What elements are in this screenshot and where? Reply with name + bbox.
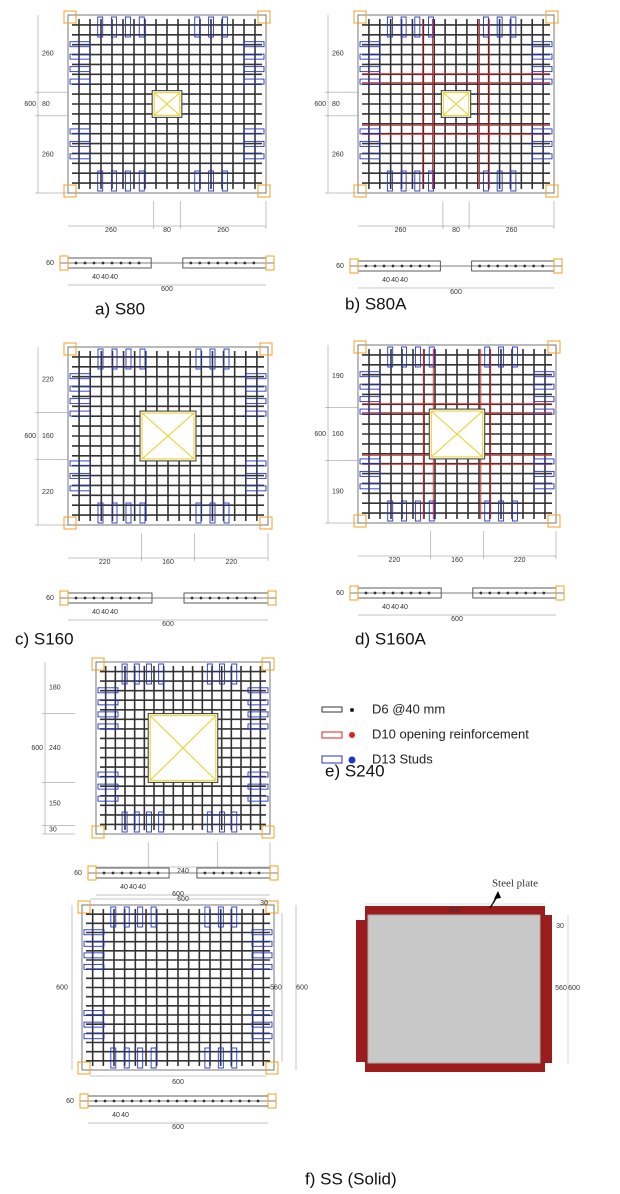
dim-label: 40 <box>391 277 399 284</box>
dim-label: 40 <box>112 1112 120 1119</box>
dim-label: 600 <box>314 431 326 438</box>
dim-label: 600 <box>449 907 461 914</box>
dim-label: 600 <box>161 286 173 293</box>
dim-label: 160 <box>451 557 463 564</box>
specimen <box>368 915 540 1063</box>
legend-label: D6 @40 mm <box>372 701 445 716</box>
dim-label: 560 <box>555 985 567 992</box>
dim-label: 600 <box>162 621 174 628</box>
caption: e) S240 <box>325 761 385 780</box>
dim-label: 40 <box>391 604 399 611</box>
plate-label: Steel plate <box>492 878 538 890</box>
caption: b) S80A <box>345 294 407 313</box>
caption: d) S160A <box>355 629 427 648</box>
dim-label: 40 <box>129 884 137 891</box>
dim-label: 30 <box>556 923 564 930</box>
dim-label: 60 <box>66 1098 74 1105</box>
dim-label: 40 <box>120 884 128 891</box>
dim-label: 190 <box>332 373 344 380</box>
dim-label: 600 <box>24 433 36 440</box>
plate-left <box>356 920 368 1062</box>
dim-label: 190 <box>332 489 344 496</box>
dim-label: 260 <box>105 227 117 234</box>
caption: f) SS (Solid) <box>305 1169 397 1188</box>
dim-label: 600 <box>568 985 580 992</box>
dim-label: 220 <box>225 559 237 566</box>
dim-label: 240 <box>49 745 61 752</box>
dim-label: 40 <box>138 884 146 891</box>
dim-label: 40 <box>382 604 390 611</box>
dim-label: 240 <box>177 868 189 875</box>
dim-label: 260 <box>42 151 54 158</box>
dim-label: 600 <box>172 891 184 898</box>
plate-right <box>540 915 552 1063</box>
dim-label: 220 <box>514 557 526 564</box>
dim-label: 160 <box>162 559 174 566</box>
dim-label: 160 <box>42 433 54 440</box>
dim-label: 150 <box>49 801 61 808</box>
dim-label: 60 <box>46 595 54 602</box>
dim-label: 40 <box>110 274 118 281</box>
dim-label: 40 <box>121 1112 129 1119</box>
dim-label: 40 <box>101 274 109 281</box>
dim-label: 40 <box>400 277 408 284</box>
dim-label: 600 <box>172 1124 184 1131</box>
legend: D6 @40 mm D10 opening reinforcement D13 … <box>322 701 529 766</box>
dim-label: 600 <box>56 984 68 991</box>
dim-label: 260 <box>395 227 407 234</box>
legend-swatch <box>322 732 342 738</box>
dim-label: 40 <box>382 277 390 284</box>
dim-label: 40 <box>400 604 408 611</box>
caption: a) S80 <box>95 299 145 318</box>
dim-label: 220 <box>99 559 111 566</box>
dim-label: 80 <box>42 101 50 108</box>
dim-label: 60 <box>336 590 344 597</box>
dim-label: 30 <box>260 900 268 907</box>
dim-label: 600 <box>314 101 326 108</box>
dim-label: 160 <box>332 431 344 438</box>
dim-label: 600 <box>24 101 36 108</box>
dim-label: 560 <box>270 984 282 991</box>
dim-label: 260 <box>332 151 344 158</box>
legend-swatch <box>322 707 342 712</box>
dim-label: 80 <box>332 101 340 108</box>
dim-label: 40 <box>101 609 109 616</box>
dim-label: 600 <box>296 984 308 991</box>
legend-label: D10 opening reinforcement <box>372 726 529 741</box>
dim-label: 260 <box>332 50 344 57</box>
dim-label: 600 <box>450 289 462 296</box>
dim-label: 40 <box>92 274 100 281</box>
dim-label: 260 <box>217 227 229 234</box>
dim-label: 180 <box>49 685 61 692</box>
steel-plate-view: Steel plate 600 30 560 600 <box>356 878 580 1072</box>
dim-label: 260 <box>506 227 518 234</box>
dim-label: 220 <box>42 376 54 383</box>
dim-label: 40 <box>92 609 100 616</box>
legend-dot <box>350 708 354 712</box>
dim-label: 80 <box>163 227 171 234</box>
caption: c) S160 <box>15 629 74 648</box>
figure: D6 @40 mm D10 opening reinforcement D13 … <box>0 0 620 1194</box>
arrowhead <box>494 891 501 899</box>
dim-label: 260 <box>42 50 54 57</box>
dim-label: 220 <box>42 489 54 496</box>
dim-label: 600 <box>172 1079 184 1086</box>
dim-label: 60 <box>74 870 82 877</box>
legend-dot <box>349 732 355 738</box>
dim-label: 80 <box>452 227 460 234</box>
dim-label: 30 <box>49 827 57 834</box>
dim-label: 60 <box>336 263 344 270</box>
dim-label: 220 <box>388 557 400 564</box>
dim-label: 60 <box>46 260 54 267</box>
dim-label: 600 <box>451 616 463 623</box>
dim-label: 40 <box>110 609 118 616</box>
dim-label: 600 <box>31 745 43 752</box>
